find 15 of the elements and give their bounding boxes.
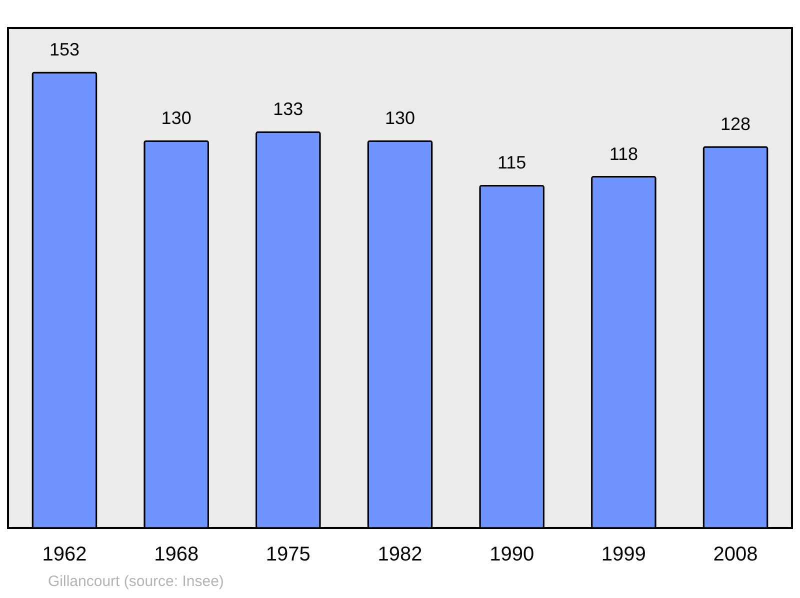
x-tick-label: 1982	[378, 544, 422, 566]
x-tick-label: 1999	[601, 544, 646, 566]
data-label: 118	[609, 144, 638, 164]
x-tick-label: 1968	[154, 544, 199, 566]
x-tick-label: 1990	[490, 544, 534, 566]
x-tick-label: 1975	[266, 544, 310, 566]
data-label: 133	[273, 99, 304, 120]
x-tick-label: 1962	[42, 544, 87, 566]
text: Gillancourt (source: Insee)	[48, 573, 224, 590]
data-label: 153	[49, 40, 80, 60]
data-label: 128	[720, 114, 751, 134]
x-tick-label: 2008	[713, 544, 758, 566]
data-label: 115	[497, 152, 526, 173]
data-label: 130	[161, 108, 192, 128]
data-label: 130	[384, 108, 416, 128]
